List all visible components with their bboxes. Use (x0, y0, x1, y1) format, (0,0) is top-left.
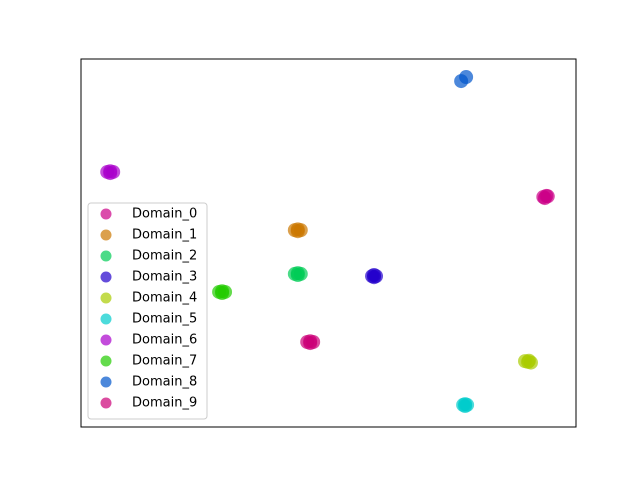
point (290, 224, 305, 239)
legend: Domain_0 Domain_1 Domain_2 Domain_3 Domain_4… (87, 202, 208, 420)
point (303, 336, 318, 351)
point (540, 189, 555, 204)
legend-label: Domain_3 (132, 270, 197, 285)
legend-marker (100, 397, 112, 409)
axes-frame (80, 58, 577, 428)
legend-label: Domain_5 (132, 312, 197, 327)
legend-label: Domain_6 (132, 333, 197, 348)
legend-marker (100, 292, 112, 304)
point (459, 70, 474, 85)
plot-area (100, 70, 555, 414)
point (103, 166, 118, 181)
legend-label: Domain_9 (132, 396, 197, 411)
legend-marker (100, 271, 112, 283)
legend-marker (100, 334, 112, 346)
point (290, 268, 305, 283)
legend-label: Domain_0 (132, 207, 197, 222)
legend-marker (100, 229, 112, 241)
legend-marker (100, 355, 112, 367)
legend-label: Domain_1 (132, 228, 197, 243)
legend-label: Domain_2 (132, 249, 197, 264)
legend-marker (100, 376, 112, 388)
legend-marker (100, 208, 112, 220)
point (521, 353, 536, 368)
point (367, 270, 382, 285)
legend-label: Domain_8 (132, 375, 197, 390)
legend-box (87, 202, 208, 420)
legend-marker (100, 250, 112, 262)
legend-label: Domain_7 (132, 354, 197, 369)
legend-marker (100, 313, 112, 325)
point (458, 399, 473, 414)
point (215, 286, 230, 301)
legend-label: Domain_4 (132, 291, 197, 306)
